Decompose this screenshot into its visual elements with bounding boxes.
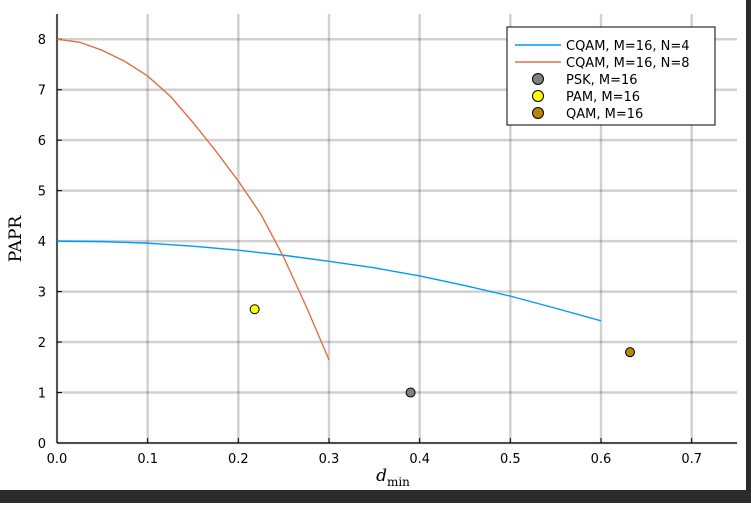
legend-swatch-2 [532,73,544,85]
y-tick-label-3: 3 [38,286,46,301]
y-tick-label-7: 7 [38,84,46,99]
legend-label-1: CQAM, M=16, N=8 [566,56,690,71]
legend-swatch-4 [532,107,544,119]
x-tick-label-6: 0.6 [591,452,612,467]
x-tick-label-1: 0.1 [137,452,158,467]
x-tick-label-5: 0.5 [500,452,521,467]
y-tick-label-5: 5 [38,185,46,200]
x-tick-label-4: 0.4 [409,452,430,467]
y-tick-label-2: 2 [38,336,46,351]
y-axis-label: PAPR [6,215,26,263]
series-point-2-0 [405,387,416,398]
window-bottom-bar [0,490,751,503]
series-line-1 [56,38,330,360]
x-tick-label-7: 0.7 [681,452,702,467]
y-tick-label-6: 6 [38,134,46,149]
window-right-bar [746,0,751,503]
series-point-4-0 [625,347,636,358]
y-tick-labels: 0 1 2 3 4 5 6 7 8 [38,33,46,452]
x-axis-label-subscript: min [387,475,410,489]
x-axis-label: dmin [376,466,410,489]
series-line-0 [56,240,602,322]
y-tick-label-8: 8 [38,33,46,48]
y-tick-label-0: 0 [38,437,46,452]
legend-swatch-3 [532,90,544,102]
axes [56,14,737,444]
legend-label-3: PAM, M=16 [566,90,640,105]
x-axis-label-main: d [376,466,387,486]
legend-label-4: QAM, M=16 [566,107,643,122]
series-layer [56,38,636,398]
x-tick-label-3: 0.3 [319,452,340,467]
legend-label-0: CQAM, M=16, N=4 [566,39,690,54]
legend-label-2: PSK, M=16 [566,73,638,88]
x-tick-labels: 0.0 0.1 0.2 0.3 0.4 0.5 0.6 0.7 [47,452,702,467]
series-point-3-0 [249,304,260,315]
y-tick-label-4: 4 [38,235,46,250]
x-tick-label-0: 0.0 [47,452,68,467]
y-tick-label-1: 1 [38,387,46,402]
x-tick-label-2: 0.2 [228,452,249,467]
legend: CQAM, M=16, N=4 CQAM, M=16, N=8 PSK, M=16 P… [506,26,716,126]
